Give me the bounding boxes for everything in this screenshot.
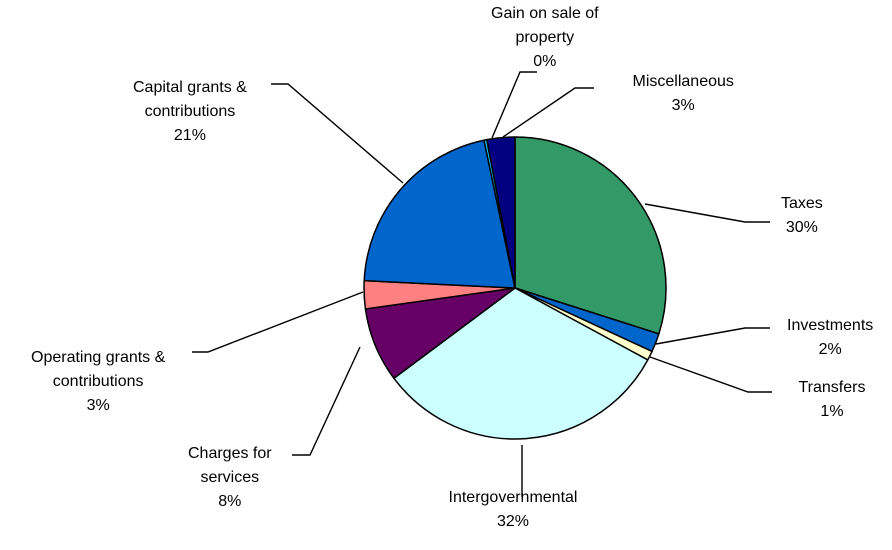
slice-percent-label: 3% — [671, 97, 695, 114]
slice-percent-label: 21% — [173, 127, 206, 144]
leader-line-charges-for-services — [292, 346, 361, 456]
slice-name-label: Intergovernmental — [448, 489, 578, 506]
slice-name-label: Transfers — [798, 379, 866, 396]
leader-line-taxes — [644, 203, 770, 223]
slice-label-operating-grants-contributions: Operating grants & contributions 3% — [31, 346, 165, 418]
leader-line-capital-grants-contributions — [271, 83, 404, 184]
leader-line-gain-on-sale-of-property — [491, 71, 537, 139]
pie-slice-intergovernmental — [393, 287, 649, 440]
slice-percent-label: 3% — [86, 397, 110, 414]
slice-label-intergovernmental: Intergovernmental 32% — [449, 486, 578, 534]
slice-percent-label: 1% — [820, 403, 844, 420]
slices-layer — [363, 136, 667, 440]
slice-label-charges-for-services: Charges for services 8% — [188, 442, 272, 514]
leader-lines-layer — [192, 71, 772, 497]
leader-line-miscellaneous — [502, 87, 594, 138]
slice-label-investments: Investments 2% — [787, 314, 873, 362]
leader-line-operating-grants-contributions — [192, 291, 364, 353]
slice-name-label: Miscellaneous — [632, 73, 734, 90]
slice-name-label: property — [515, 29, 575, 46]
slice-name-label: Investments — [787, 317, 874, 334]
slice-percent-label: 8% — [218, 493, 242, 510]
slice-label-capital-grants-contributions: Capital grants & contributions 21% — [133, 76, 247, 148]
slice-label-gain-on-sale-of-property: Gain on sale of property 0% — [491, 2, 599, 74]
leader-line-transfers — [649, 356, 772, 393]
slice-percent-label: 32% — [496, 513, 529, 530]
slice-name-label: Operating grants & — [31, 349, 166, 366]
leader-line-investments — [655, 327, 770, 345]
slice-name-label: Taxes — [781, 195, 823, 212]
slice-name-label: services — [200, 469, 260, 486]
slice-label-miscellaneous: Miscellaneous 3% — [633, 70, 734, 118]
slice-name-label: Gain on sale of — [491, 5, 599, 22]
slice-label-taxes: Taxes 30% — [781, 192, 823, 240]
slice-name-label: contributions — [52, 373, 144, 390]
pie-slice-taxes — [514, 136, 667, 335]
slice-name-label: Charges for — [188, 445, 272, 462]
slice-percent-label: 0% — [533, 53, 557, 70]
slice-percent-label: 30% — [785, 219, 818, 236]
slice-label-transfers: Transfers 1% — [799, 376, 866, 424]
pie-slice-miscellaneous — [486, 136, 516, 289]
slice-name-label: contributions — [144, 103, 236, 120]
pie-slice-capital-grants-contributions — [363, 139, 516, 289]
slice-percent-label: 2% — [818, 341, 842, 358]
slice-name-label: Capital grants & — [133, 79, 247, 96]
